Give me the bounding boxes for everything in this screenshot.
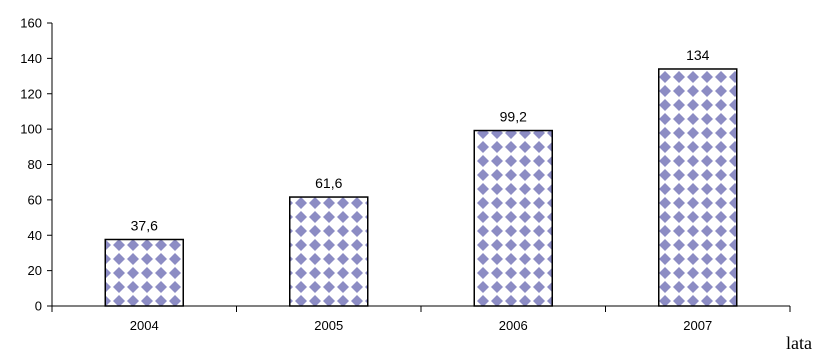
- bar-2005: [289, 196, 369, 307]
- data-label: 37,6: [131, 217, 158, 233]
- y-tick-label: 140: [20, 51, 42, 66]
- x-tick-label: 2004: [130, 318, 159, 333]
- y-tick-label: 60: [28, 192, 42, 207]
- y-tick-label: 100: [20, 122, 42, 137]
- x-axis-title: lata: [786, 333, 812, 353]
- data-label: 61,6: [315, 175, 342, 191]
- bars: [104, 68, 738, 307]
- data-label: 99,2: [500, 109, 527, 125]
- y-axis: 0 20 40 60 80 100 120 140 160: [20, 16, 53, 314]
- bar-2004: [104, 238, 184, 307]
- x-tick-label: 2006: [499, 318, 528, 333]
- data-label: 134: [686, 47, 710, 63]
- bar-2007: [658, 68, 738, 307]
- bar-2006: [473, 129, 553, 307]
- y-tick-label: 20: [28, 263, 42, 278]
- data-labels: 37,6 61,6 99,2 134: [131, 47, 710, 234]
- y-tick-label: 40: [28, 228, 42, 243]
- x-tick-label: 2007: [683, 318, 712, 333]
- y-tick-label: 80: [28, 157, 42, 172]
- x-tick-label: 2005: [314, 318, 343, 333]
- y-tick-label: 0: [35, 299, 42, 314]
- x-axis: 2004 2005 2006 2007: [51, 305, 791, 333]
- y-tick-label: 160: [20, 16, 42, 31]
- y-tick-label: 120: [20, 86, 42, 101]
